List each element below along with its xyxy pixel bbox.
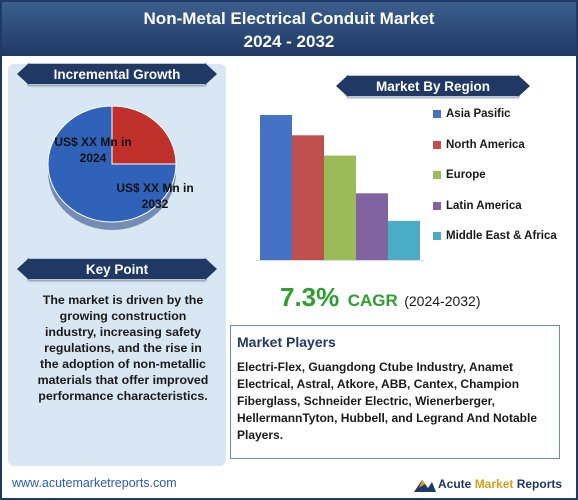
pie-label-2024: US$ XX Mn in 2024 xyxy=(54,135,132,165)
bar-1 xyxy=(292,135,324,260)
incremental-growth-heading: Incremental Growth xyxy=(53,67,181,82)
market-by-region-ribbon: Market By Region xyxy=(336,75,530,97)
cagr-value: 7.3% xyxy=(280,282,340,312)
page-title: Non-Metal Electrical Conduit Market xyxy=(143,9,435,28)
cagr-block: 7.3% CAGR (2024-2032) xyxy=(280,282,481,313)
legend-label-3: Latin America xyxy=(446,200,522,212)
legend-item-3: Latin America xyxy=(433,198,522,214)
title-bar: Non-Metal Electrical Conduit Market 2024… xyxy=(2,2,576,56)
footer-brand: Acute Market Reports xyxy=(438,477,562,491)
bar-3 xyxy=(356,193,388,260)
footer-url-link[interactable]: www.acutemarketreports.com xyxy=(12,476,177,490)
brand-word-3: Reports xyxy=(516,477,563,491)
brand-logo-icon xyxy=(414,480,436,492)
brand-word-1: Acute xyxy=(438,477,472,491)
legend-swatch-2 xyxy=(433,171,441,179)
legend-swatch-3 xyxy=(433,202,441,210)
legend-label-0: Asia Pasific xyxy=(446,108,511,120)
key-point-heading: Key Point xyxy=(85,262,149,277)
pie-label-2032: US$ XX Mn in 2032 xyxy=(116,181,194,211)
key-point-ribbon: Key Point xyxy=(17,258,217,280)
legend-swatch-4 xyxy=(433,232,441,240)
pie-slice-0 xyxy=(111,105,177,165)
footer: www.acutemarketreports.com Acute Market … xyxy=(2,474,576,498)
market-players-box: Market Players Electri-Flex, Guangdong C… xyxy=(230,325,560,459)
pie-slice-1 xyxy=(47,105,177,223)
legend-item-2: Europe xyxy=(433,167,486,183)
legend-label-2: Europe xyxy=(446,169,486,181)
key-point-text: The market is driven by the growing cons… xyxy=(37,293,209,403)
legend-item-1: North America xyxy=(433,137,525,153)
legend-swatch-0 xyxy=(433,110,441,118)
market-by-region-heading: Market By Region xyxy=(375,79,491,94)
page-subtitle: 2024 - 2032 xyxy=(243,32,335,51)
legend-label-1: North America xyxy=(446,139,525,151)
market-players-text: Electri-Flex, Guangdong Ctube Industry, … xyxy=(237,360,538,442)
market-by-region-bar-chart xyxy=(256,115,424,261)
bar-4 xyxy=(388,220,420,260)
legend-item-0: Asia Pasific xyxy=(433,106,511,122)
cagr-period: (2024-2032) xyxy=(404,293,481,309)
market-players-heading: Market Players xyxy=(237,334,336,350)
bar-0 xyxy=(260,115,292,260)
incremental-growth-ribbon: Incremental Growth xyxy=(17,63,217,85)
incremental-growth-pie xyxy=(47,105,177,230)
bar-2 xyxy=(324,155,356,260)
brand-word-2: Market xyxy=(474,477,514,491)
legend-item-4: Middle East & Africa xyxy=(433,228,557,244)
cagr-label: CAGR xyxy=(347,291,398,310)
legend-label-4: Middle East & Africa xyxy=(446,230,557,242)
legend-swatch-1 xyxy=(433,141,441,149)
